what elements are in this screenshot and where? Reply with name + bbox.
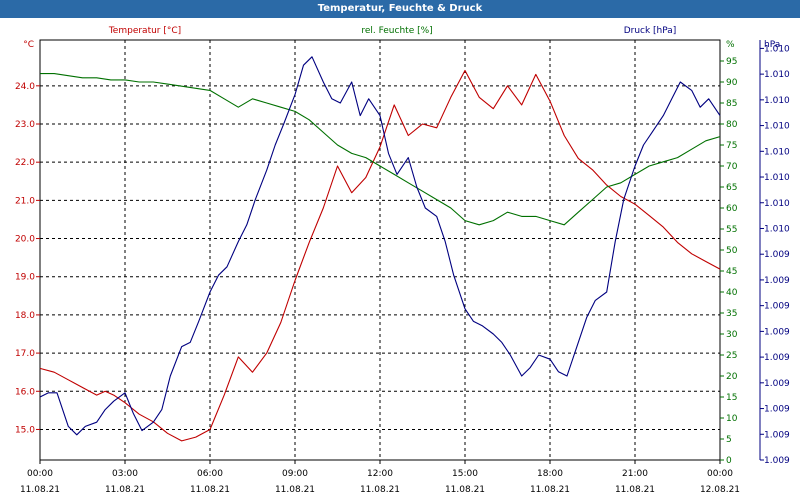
pressure-tick-label: 1.010 xyxy=(764,122,790,132)
temperature-unit-label: °C xyxy=(23,40,34,50)
x-tick-date-label: 12.08.21 xyxy=(700,485,740,495)
humidity-tick-label: 40 xyxy=(726,288,738,298)
humidity-tick-label: 65 xyxy=(726,183,737,193)
humidity-tick-label: 35 xyxy=(726,309,737,319)
humidity-tick-label: 0 xyxy=(726,456,732,466)
x-tick-time-label: 06:00 xyxy=(197,469,223,479)
x-tick-date-label: 11.08.21 xyxy=(275,485,315,495)
humidity-tick-label: 50 xyxy=(726,246,738,256)
pressure-tick-label: 1.010 xyxy=(764,96,790,106)
humidity-tick-label: 5 xyxy=(726,435,732,445)
humidity-tick-label: 10 xyxy=(726,414,738,424)
temperature-tick-label: 15.0 xyxy=(15,425,35,435)
pressure-tick-label: 1.009 xyxy=(764,379,790,389)
pressure-tick-label: 1.009 xyxy=(764,405,790,415)
x-tick-date-label: 11.08.21 xyxy=(105,485,145,495)
humidity-tick-label: 20 xyxy=(726,372,738,382)
temperature-tick-label: 21.0 xyxy=(15,196,35,206)
temperature-tick-label: 18.0 xyxy=(15,311,35,321)
x-tick-time-label: 21:00 xyxy=(622,469,648,479)
pressure-tick-label: 1.010 xyxy=(764,224,790,234)
pressure-tick-label: 1.009 xyxy=(764,250,790,260)
humidity-tick-label: 60 xyxy=(726,204,738,214)
humidity-line xyxy=(40,73,721,226)
temperature-tick-label: 19.0 xyxy=(15,273,35,283)
x-tick-time-label: 00:00 xyxy=(27,469,53,479)
humidity-tick-label: 95 xyxy=(726,57,737,67)
humidity-tick-label: 85 xyxy=(726,99,737,109)
x-tick-time-label: 09:00 xyxy=(282,469,308,479)
temperature-tick-label: 22.0 xyxy=(15,158,35,168)
humidity-tick-label: 55 xyxy=(726,225,737,235)
pressure-tick-label: 1.009 xyxy=(764,353,790,363)
temperature-tick-label: 16.0 xyxy=(15,387,35,397)
humidity-tick-label: 90 xyxy=(726,78,738,88)
humidity-tick-label: 75 xyxy=(726,141,737,151)
temperature-tick-label: 23.0 xyxy=(15,120,35,130)
pressure-tick-label: 1.010 xyxy=(764,147,790,157)
humidity-tick-label: 15 xyxy=(726,393,737,403)
window-title: Temperatur, Feuchte & Druck xyxy=(0,0,800,18)
x-tick-time-label: 18:00 xyxy=(537,469,563,479)
pressure-tick-label: 1.010 xyxy=(764,44,790,54)
pressure-unit-label: hPa xyxy=(764,40,780,50)
humidity-tick-label: 45 xyxy=(726,267,737,277)
x-tick-time-label: 15:00 xyxy=(452,469,478,479)
pressure-tick-label: 1.009 xyxy=(764,430,790,440)
humidity-tick-label: 80 xyxy=(726,120,738,130)
humidity-tick-label: 25 xyxy=(726,351,737,361)
pressure-tick-label: 1.009 xyxy=(764,327,790,337)
humidity-tick-label: 70 xyxy=(726,162,738,172)
x-tick-date-label: 11.08.21 xyxy=(615,485,655,495)
pressure-tick-label: 1.010 xyxy=(764,199,790,209)
temperature-tick-label: 17.0 xyxy=(15,349,35,359)
x-tick-time-label: 00:00 xyxy=(707,469,733,479)
humidity-tick-label: 30 xyxy=(726,330,738,340)
x-tick-date-label: 11.08.21 xyxy=(190,485,230,495)
humidity-unit-label: % xyxy=(726,40,735,50)
temperature-tick-label: 24.0 xyxy=(15,82,35,92)
x-tick-time-label: 03:00 xyxy=(112,469,138,479)
pressure-tick-label: 1.009 xyxy=(764,302,790,312)
pressure-line xyxy=(39,56,721,436)
x-tick-date-label: 11.08.21 xyxy=(445,485,485,495)
pressure-tick-label: 1.010 xyxy=(764,70,790,80)
x-tick-date-label: 11.08.21 xyxy=(360,485,400,495)
temperature-tick-label: 20.0 xyxy=(15,235,35,245)
pressure-tick-label: 1.010 xyxy=(764,173,790,183)
pressure-tick-label: 1.009 xyxy=(764,456,790,466)
x-tick-time-label: 12:00 xyxy=(367,469,393,479)
x-tick-date-label: 11.08.21 xyxy=(20,485,60,495)
temperature-axis-title: Temperatur [°C] xyxy=(108,26,181,36)
pressure-axis-title: Druck [hPa] xyxy=(624,26,677,36)
pressure-tick-label: 1.009 xyxy=(764,276,790,286)
humidity-axis-title: rel. Feuchte [%] xyxy=(361,26,432,36)
x-tick-date-label: 11.08.21 xyxy=(530,485,570,495)
